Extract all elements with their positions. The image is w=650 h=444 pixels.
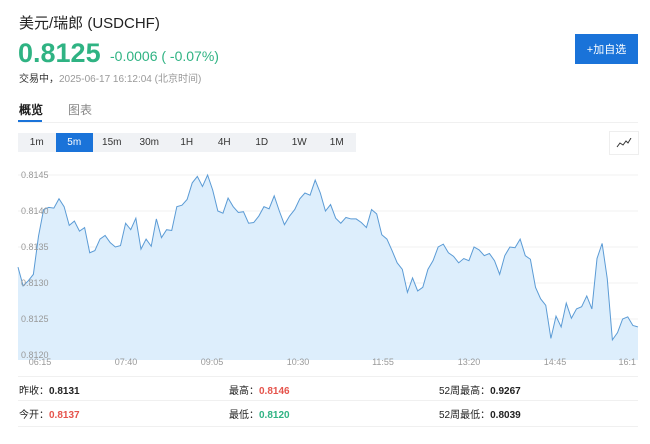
period-5m[interactable]: 5m [55, 133, 93, 152]
price-area [18, 175, 638, 360]
stat-value: 0.8131 [49, 386, 80, 397]
period-1W[interactable]: 1W [291, 137, 307, 148]
stats-divider [18, 426, 638, 427]
stat-label: 52周最高： [439, 386, 491, 397]
stat-label: 最低： [229, 410, 259, 421]
y-tick-label: 0.8130 [21, 278, 49, 288]
stat-value: 0.9267 [490, 386, 521, 397]
line-chart-icon [616, 138, 632, 148]
period-30m[interactable]: 30m [139, 137, 159, 148]
x-tick-label: 11:55 [372, 357, 394, 367]
period-1m[interactable]: 1m [29, 137, 44, 148]
stat-label: 今开： [19, 410, 49, 421]
stat-value: 0.8120 [259, 410, 290, 421]
x-tick-label: 06:15 [29, 357, 52, 367]
period-1M[interactable]: 1M [329, 137, 344, 148]
stat-item: 52周最高：0.9267 [439, 382, 521, 397]
stat-item: 今开：0.8137 [19, 406, 80, 421]
stat-item: 最高：0.8146 [229, 382, 290, 397]
chart-type-button[interactable] [609, 131, 639, 155]
price-line [17, 173, 639, 342]
y-tick-label: 0.8145 [21, 170, 49, 180]
stat-item: 昨收：0.8131 [19, 382, 80, 397]
x-tick-label: 09:05 [201, 357, 224, 367]
active-tab-indicator [18, 120, 42, 122]
tab-divider [18, 122, 638, 123]
stat-label: 昨收： [19, 386, 49, 397]
stat-label: 52周最低： [439, 410, 491, 421]
stat-value: 0.8039 [490, 410, 521, 421]
period-selector: 1m 5m 15m 30m 1H 4H 1D 1W 1M [18, 133, 356, 152]
page-title: 美元/瑞郎 (USDCHF) [19, 15, 160, 32]
y-tick-label: 0.8135 [21, 242, 49, 252]
x-tick-label: 10:30 [287, 357, 310, 367]
stat-value: 0.8146 [259, 386, 290, 397]
stat-value: 0.8137 [49, 410, 80, 421]
x-tick-label: 14:45 [544, 357, 567, 367]
stat-label: 最高： [229, 386, 259, 397]
status-label: 交易中， [19, 74, 59, 85]
y-tick-label: 0.8120 [21, 350, 49, 360]
add-watchlist-button[interactable]: +加自选 [575, 34, 638, 64]
stat-item: 最低：0.8120 [229, 406, 290, 421]
trading-status: 交易中，2025-06-17 16:12:04 (北京时间) [19, 70, 201, 85]
timestamp: 2025-06-17 16:12:04 (北京时间) [59, 74, 202, 85]
period-1H[interactable]: 1H [180, 137, 194, 148]
x-tick-label: 07:40 [115, 357, 138, 367]
period-4H[interactable]: 4H [217, 137, 231, 148]
stats-divider [18, 376, 638, 377]
period-15m[interactable]: 15m [102, 137, 122, 148]
price-chart[interactable]: 0.8120 0.8125 0.8130 0.8135 0.8140 0.8145 06:1… [0, 160, 650, 370]
stats-divider [18, 400, 638, 401]
price-change: -0.0006 ( -0.07%) [110, 48, 219, 64]
tab-chart[interactable]: 图表 [68, 103, 93, 117]
y-tick-label: 0.8140 [21, 206, 49, 216]
y-tick-label: 0.8125 [21, 314, 49, 324]
current-price: 0.8125 [18, 38, 101, 68]
period-1D[interactable]: 1D [255, 137, 269, 148]
x-tick-label: 13:20 [458, 357, 481, 367]
x-tick-label: 16:1 [618, 357, 636, 367]
tab-overview[interactable]: 概览 [19, 103, 44, 117]
stat-item: 52周最低：0.8039 [439, 406, 521, 421]
